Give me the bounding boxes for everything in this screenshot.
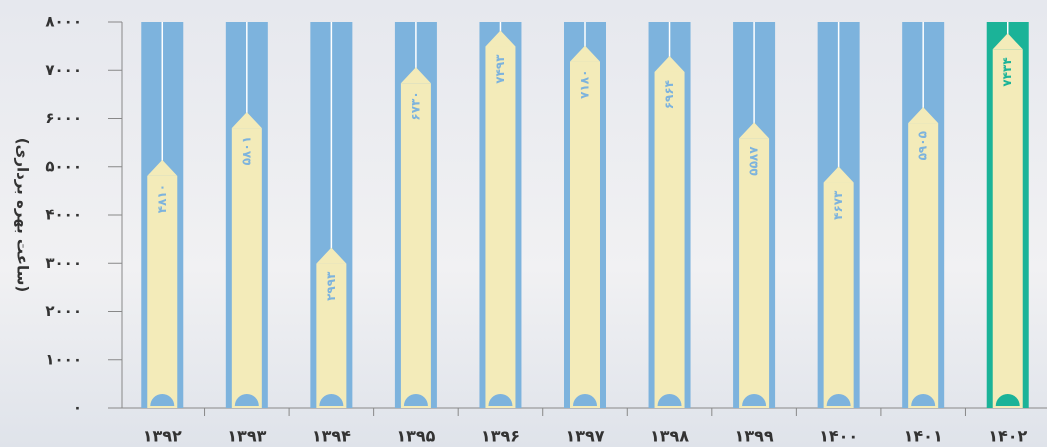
x-tick-label: ۱۳۹۳ — [227, 427, 266, 446]
bar — [147, 175, 178, 408]
bar-base-icon — [911, 394, 936, 406]
bar-tip — [570, 45, 600, 62]
x-tick-label: ۱۴۰۰ — [819, 427, 858, 446]
bar — [654, 71, 685, 408]
bar — [231, 128, 262, 408]
bar — [316, 263, 347, 408]
y-tick-label: ۰ — [73, 399, 82, 417]
bar-base-icon — [403, 394, 428, 406]
y-tick-label: ۸۰۰۰ — [45, 13, 82, 31]
x-tick-label: ۱۳۹۲ — [143, 427, 182, 446]
bar-tip — [147, 159, 178, 176]
y-tick-label: ۴۰۰۰ — [45, 206, 82, 224]
y-tick-label: ۶۰۰۰ — [45, 109, 82, 127]
bar — [400, 83, 431, 408]
bar-base-icon — [573, 394, 597, 406]
bar — [908, 123, 939, 409]
value-label: ۴۶۷۳ — [831, 190, 845, 220]
bar — [739, 138, 770, 408]
bar-tip — [231, 112, 262, 129]
y-tick-label: ۱۰۰۰ — [45, 350, 82, 368]
y-tick-label: ۵۰۰۰ — [45, 157, 82, 175]
x-tick-label: ۱۳۹۷ — [565, 427, 604, 446]
bar-tip — [654, 55, 685, 72]
x-tick-label: ۱۴۰۲ — [988, 427, 1027, 446]
bar-tip — [739, 122, 770, 139]
bar-tip — [992, 33, 1023, 50]
bar-tip — [485, 30, 516, 47]
y-tick-label: ۳۰۰۰ — [45, 254, 82, 272]
bar-base-icon — [995, 394, 1020, 406]
bar-base-icon — [234, 394, 259, 406]
value-label: ۵۵۸۷ — [747, 146, 761, 176]
value-label: ۲۹۹۳ — [324, 271, 338, 301]
x-tick-label: ۱۳۹۵ — [396, 427, 435, 446]
bar — [570, 61, 600, 408]
y-tick-label: ۷۰۰۰ — [45, 61, 82, 79]
bar — [485, 46, 516, 409]
y-axis-title: (ساعت بهره برداری) — [14, 138, 32, 293]
bar — [823, 182, 854, 408]
bar-base-icon — [150, 394, 175, 406]
bar-base-icon — [826, 394, 851, 406]
bar-base-icon — [488, 394, 513, 406]
bar — [992, 49, 1023, 408]
y-tick-label: ۲۰۰۰ — [45, 302, 82, 320]
x-tick-label: ۱۳۹۴ — [312, 427, 351, 446]
bar-base-icon — [319, 394, 344, 406]
bar-base-icon — [657, 394, 682, 406]
x-tick-label: ۱۴۰۱ — [904, 427, 943, 446]
value-label: ۶۷۳۰ — [408, 91, 422, 120]
x-tick-label: ۱۳۹۹ — [735, 427, 774, 446]
bar-tip — [400, 67, 431, 84]
x-tick-label: ۱۳۹۶ — [481, 427, 520, 446]
value-label: ۵۹۰۵ — [916, 131, 930, 160]
value-label: ۵۸۰۱ — [239, 136, 253, 165]
value-label: ۴۸۱۰ — [155, 184, 169, 213]
bar-tip — [908, 107, 939, 124]
value-label: ۷۱۸۰ — [578, 70, 592, 99]
value-label: ۷۴۹۳ — [493, 54, 507, 84]
x-tick-label: ۱۳۹۸ — [650, 427, 689, 446]
bar-tip — [316, 247, 347, 264]
value-label: ۷۴۳۴ — [1000, 57, 1014, 86]
value-label: ۶۹۶۴ — [662, 80, 676, 109]
bar-tip — [823, 166, 854, 183]
bar-base-icon — [742, 394, 767, 406]
